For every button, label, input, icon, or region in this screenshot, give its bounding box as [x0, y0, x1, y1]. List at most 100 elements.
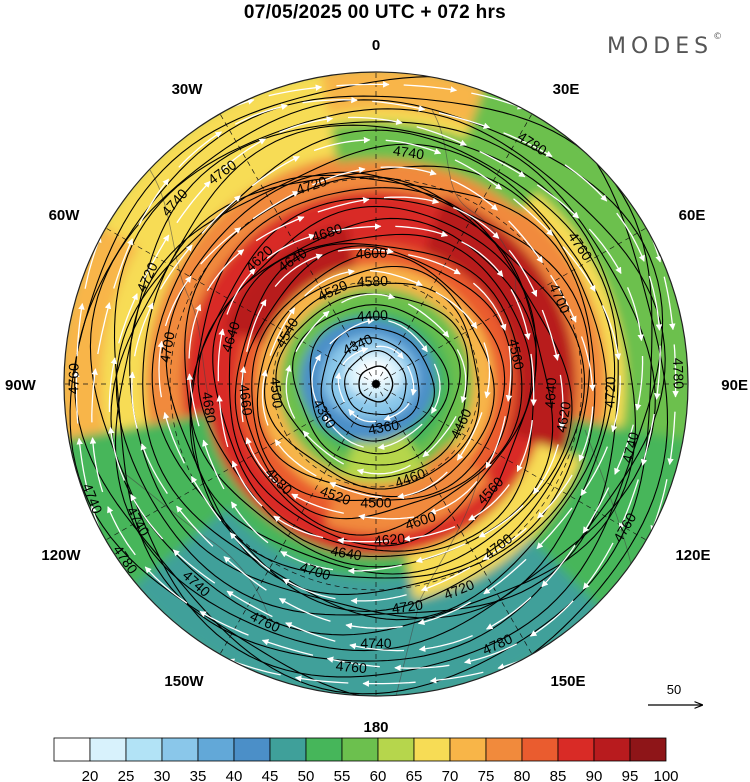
streamline-arrow [508, 249, 538, 297]
streamline-arrow [313, 136, 371, 152]
streamline-arrow [601, 305, 622, 361]
contour-label: 4740 [360, 635, 391, 651]
height-contour [234, 243, 523, 536]
streamline-arrow [245, 437, 280, 486]
colorbar-label: 75 [478, 768, 495, 782]
streamline-arrow [485, 416, 506, 469]
streamline-arrow [133, 302, 154, 357]
streamline-arrow [337, 537, 390, 544]
streamline-arrow [347, 116, 403, 125]
height-contour [114, 121, 656, 652]
colorbar-swatch [629, 737, 667, 762]
colorbar-swatch [557, 737, 595, 762]
streamline-arrow [654, 345, 661, 400]
lon-label-upper-left: 30W [172, 81, 204, 98]
streamline-arrow [564, 164, 608, 202]
height-contour [151, 174, 596, 612]
streamline-arrow [295, 310, 330, 353]
streamline-arrow [461, 241, 504, 278]
colorbar-label: 25 [118, 768, 135, 782]
lon-label-right: 90E [721, 377, 748, 394]
streamline-arrow [274, 439, 317, 477]
lon-label-mid-right: 60E [679, 207, 706, 224]
longitude-labels: 0 180 90W 90E 30W 30E 60W 60E 120W 120E … [5, 37, 748, 736]
streamline-arrow [302, 96, 358, 104]
colorbar-label: 40 [226, 768, 243, 782]
colorbar-swatch [233, 737, 271, 762]
streamline-arrow [172, 549, 216, 584]
streamline-arrow [453, 206, 500, 239]
streamline-arrow [417, 601, 471, 626]
colorbar-swatch [53, 737, 91, 762]
streamline-arrow [486, 596, 532, 630]
streamline-arrow [223, 556, 267, 591]
height-contour [69, 76, 669, 696]
height-contour [331, 337, 420, 428]
streamline-arrow [291, 493, 344, 514]
contour-label: 4700 [157, 330, 178, 364]
streamline-arrow [626, 287, 644, 342]
colorbar-swatch [197, 737, 235, 762]
streamline-arrow [667, 411, 676, 466]
lon-label-mid-left: 60W [49, 207, 81, 224]
reference-vector-label: 50 [667, 682, 681, 697]
streamline-arrow [334, 372, 345, 403]
streamline-arrow [672, 344, 679, 398]
streamline-arrow [107, 506, 136, 556]
streamline-arrow [529, 600, 574, 637]
streamline-arrow [558, 374, 566, 430]
streamline-arrow [388, 320, 428, 353]
streamline-arrow [274, 253, 323, 288]
height-contour [358, 365, 394, 403]
height-contour [89, 99, 664, 678]
streamline-arrow [537, 474, 573, 519]
streamline-arrow [435, 291, 478, 329]
streamline-arrow [541, 309, 560, 361]
streamline-arrow [478, 504, 524, 538]
colorbar-label: 100 [653, 768, 678, 782]
colorbar-label: 70 [442, 768, 459, 782]
streamline-arrow [530, 353, 537, 407]
streamline-arrow [329, 223, 382, 233]
contour-label: 4360 [367, 416, 401, 437]
streamline-arrow [582, 487, 610, 534]
height-contour [320, 326, 435, 442]
streamline-arrow [479, 150, 526, 178]
coastline-2 [149, 169, 216, 421]
streamline-arrow [582, 542, 614, 590]
streamline-arrow [91, 368, 98, 423]
streamline-arrow [464, 643, 518, 665]
colorbar-swatch [413, 737, 451, 762]
streamline-arrow [648, 275, 663, 331]
streamline-arrow [73, 370, 80, 424]
streamline-arrow [616, 212, 645, 262]
streamline-arrow [505, 345, 513, 402]
streamline-arrow [138, 178, 170, 226]
map-title: 07/05/2025 00 UTC + 072 hrs [243, 2, 507, 23]
streamline-arrow [483, 558, 527, 595]
streamline-arrow [278, 597, 331, 622]
streamline-arrow [541, 544, 576, 588]
streamline-arrow [159, 244, 193, 290]
streamline-arrow [176, 180, 211, 224]
meridian-line [219, 383, 377, 655]
colorbar-label: 45 [262, 768, 279, 782]
streamline-arrow [350, 594, 407, 605]
streamline-arrow [202, 439, 225, 490]
streamline-arrow [273, 515, 324, 539]
streamline-arrow [304, 268, 355, 297]
lon-label-upper-right: 30E [553, 81, 580, 98]
streamline-arrow [226, 268, 256, 315]
streamline-arrow [580, 446, 609, 496]
reference-vector: 50 [648, 682, 702, 705]
colorbar-swatch [449, 737, 487, 762]
streamline-arrow [311, 354, 322, 405]
meridian-line [105, 227, 377, 385]
contour-label: 4740 [619, 430, 642, 464]
streamline-arrow [130, 494, 164, 540]
streamline-arrow [550, 274, 577, 323]
streamline-arrow [312, 166, 366, 186]
streamline-arrow [279, 116, 334, 134]
lon-label-bottom-right: 150E [550, 673, 585, 690]
streamline-arrow [216, 395, 229, 448]
